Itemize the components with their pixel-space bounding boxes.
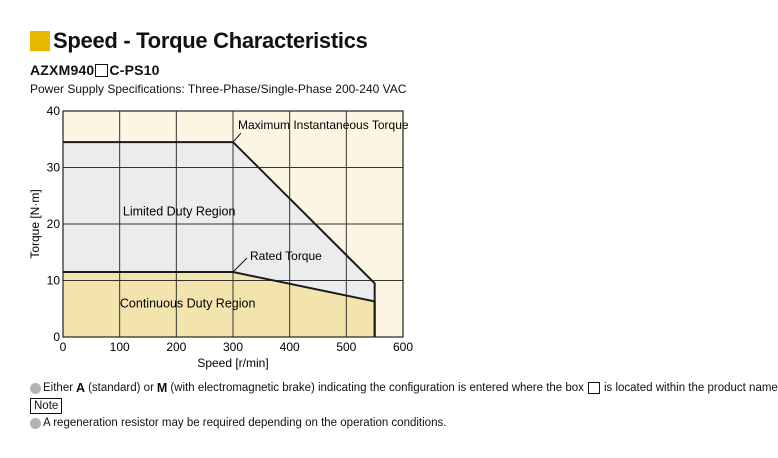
max-torque-leader — [232, 132, 242, 143]
rated-torque-annotation: Rated Torque — [250, 249, 322, 263]
x-tick-label: 100 — [110, 340, 130, 354]
max-torque-annotation: Maximum Instantaneous Torque — [238, 118, 409, 132]
y-tick-label: 0 — [53, 330, 60, 344]
y-tick-label: 30 — [47, 161, 61, 175]
model-name: AZXM940 C-PS10 — [30, 62, 160, 78]
placeholder-box-icon — [95, 63, 109, 77]
x-tick-label: 200 — [166, 340, 186, 354]
bullet-icon — [30, 417, 41, 429]
placeholder-box-icon — [587, 382, 600, 394]
note1-text-e: (with electromagnetic brake) indicating … — [170, 382, 584, 394]
x-axis-label: Speed [r/min] — [197, 356, 268, 370]
plot-frame — [62, 110, 404, 338]
note1-text-d: M — [156, 381, 168, 395]
y-tick-label: 10 — [47, 274, 61, 288]
power-supply-spec: Power Supply Specifications: Three-Phase… — [30, 82, 407, 96]
y-axis-label: Torque [N·m] — [28, 189, 42, 258]
x-tick-label: 600 — [393, 340, 413, 354]
note1-text-f: is located within the product name. — [603, 382, 778, 394]
continuous-duty-region — [63, 272, 375, 337]
page-title: Speed - Torque Characteristics — [53, 28, 368, 53]
continuous-region-label: Continuous Duty Region — [120, 297, 256, 311]
rated-torque-leader — [232, 257, 248, 273]
rated-torque-line — [63, 271, 376, 337]
x-tick-label: 0 — [60, 340, 67, 354]
y-tick-label: 40 — [47, 104, 61, 118]
bullet-icon — [30, 382, 41, 394]
note1-text-b: A — [76, 381, 86, 395]
note-label: Note — [30, 398, 63, 414]
x-tick-label: 400 — [280, 340, 300, 354]
x-tick-label: 500 — [336, 340, 356, 354]
note-regeneration: A regeneration resistor may be required … — [30, 417, 446, 429]
note1-text-c: (standard) or — [88, 382, 154, 394]
x-tick-label: 300 — [223, 340, 243, 354]
limited-region-label: Limited Duty Region — [123, 205, 236, 219]
section-title: Speed - Torque Characteristics — [30, 28, 368, 54]
note1-text-a: Either — [43, 382, 74, 394]
title-square-icon — [30, 31, 50, 51]
note-configuration: Either A (standard) or M (with electroma… — [30, 381, 778, 395]
model-prefix: AZXM940 — [30, 62, 95, 78]
y-tick-label: 20 — [47, 217, 61, 231]
note2-text: A regeneration resistor may be required … — [43, 417, 447, 429]
speed-torque-chart: 0 100 200 300 400 500 600 0 10 20 30 40 Speed [r/mi… — [28, 104, 413, 370]
model-suffix: C-PS10 — [109, 62, 160, 78]
